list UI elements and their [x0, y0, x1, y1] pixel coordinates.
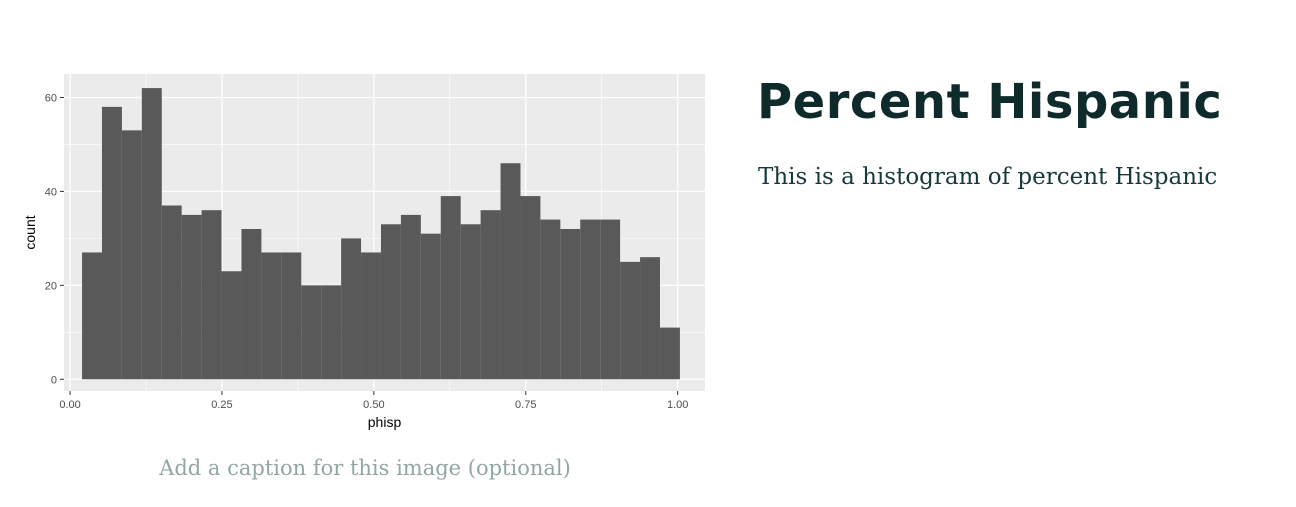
histogram-bar [480, 210, 501, 380]
y-axis-tick-label: 60 [45, 92, 57, 104]
histogram-bar [321, 285, 342, 380]
histogram-bar [261, 252, 282, 380]
histogram-bar [580, 219, 601, 380]
histogram-bar [341, 238, 362, 380]
x-axis-title: phisp [368, 414, 402, 430]
histogram-bar [520, 196, 541, 380]
image-caption-input[interactable] [140, 452, 590, 484]
y-axis-tick-label: 40 [45, 186, 57, 198]
histogram-bar [101, 106, 122, 380]
histogram-bar [161, 205, 182, 380]
block-title: Percent Hispanic [757, 74, 1223, 130]
histogram-bar [380, 224, 401, 380]
histogram-bar [400, 214, 421, 380]
histogram-bar [241, 228, 262, 380]
histogram-bar [221, 271, 242, 380]
histogram-bar [141, 88, 162, 380]
histogram-bar [181, 214, 202, 380]
x-axis-tick-label: 0.75 [515, 399, 536, 411]
histogram-bar [620, 261, 641, 380]
block-description: This is a histogram of percent Hispanic [758, 164, 1218, 190]
histogram-bar [640, 257, 660, 380]
histogram-bar [121, 130, 142, 380]
histogram-bar [301, 285, 322, 380]
histogram-chart: 0.00 0.25 0.50 0.75 1.00 0 20 40 60 phisp count [22, 74, 705, 430]
y-axis-title: count [22, 215, 38, 249]
histogram-bar [500, 163, 521, 380]
histogram-bar [361, 252, 381, 380]
histogram-bar [460, 224, 481, 380]
histogram-bar [600, 219, 621, 380]
x-axis-tick-label: 0.25 [211, 399, 232, 411]
x-axis-tick-label: 0.00 [59, 399, 80, 411]
x-axis-tick-label: 0.50 [363, 399, 384, 411]
histogram-bar [659, 327, 680, 380]
histogram-bar [440, 196, 461, 380]
histogram-bar [82, 252, 102, 380]
y-axis-tick-label: 0 [51, 374, 57, 386]
histogram-bar [420, 233, 441, 380]
histogram-bar [281, 252, 302, 380]
histogram-bar [201, 210, 222, 380]
histogram-figure[interactable]: 0.00 0.25 0.50 0.75 1.00 0 20 40 60 phisp count [20, 66, 720, 438]
histogram-bar [540, 219, 561, 380]
x-axis-tick-label: 1.00 [667, 399, 688, 411]
y-axis-tick-label: 20 [45, 280, 57, 292]
histogram-bar [560, 228, 581, 380]
